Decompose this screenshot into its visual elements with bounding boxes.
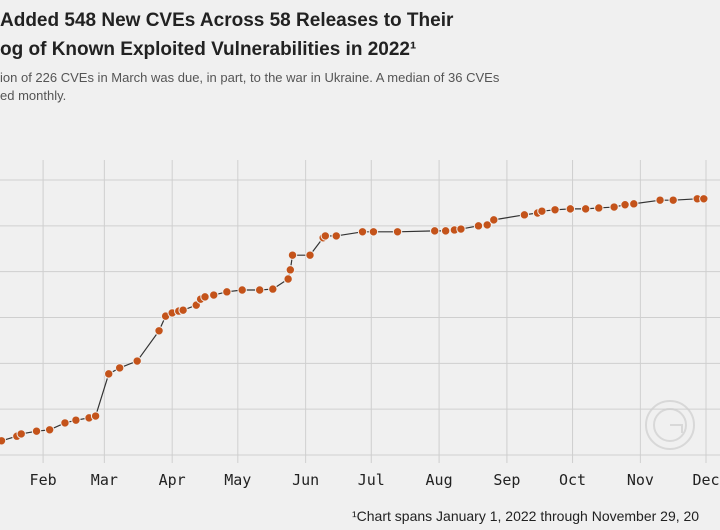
data-point bbox=[287, 250, 298, 260]
x-tick-label: Mar bbox=[91, 471, 118, 489]
chart-title: og of Known Exploited Vulnerabilities in… bbox=[0, 39, 416, 60]
data-point bbox=[283, 274, 293, 284]
x-tick-label: Dec bbox=[692, 471, 719, 489]
footnote: ¹Chart spans January 1, 2022 through Nov… bbox=[352, 508, 699, 524]
data-point bbox=[629, 199, 639, 209]
data-point bbox=[489, 215, 499, 225]
data-point bbox=[609, 202, 619, 212]
data-point bbox=[368, 227, 379, 237]
data-point bbox=[31, 426, 42, 436]
plot-area bbox=[0, 160, 720, 463]
data-point bbox=[285, 265, 296, 275]
data-point bbox=[594, 203, 604, 213]
data-point bbox=[209, 290, 219, 300]
x-tick-label: May bbox=[224, 471, 251, 489]
data-point bbox=[104, 369, 114, 379]
x-tick-label: Jun bbox=[292, 471, 319, 489]
x-tick-label: Jul bbox=[358, 471, 385, 489]
data-point bbox=[60, 418, 70, 428]
data-point bbox=[90, 411, 101, 421]
data-point bbox=[222, 287, 232, 297]
data-point bbox=[456, 224, 466, 234]
data-point bbox=[254, 285, 265, 295]
data-point bbox=[482, 220, 492, 230]
data-point bbox=[154, 326, 164, 336]
data-point bbox=[699, 194, 709, 204]
x-tick-label: Nov bbox=[627, 471, 654, 489]
data-point bbox=[550, 205, 560, 215]
data-point bbox=[519, 210, 530, 220]
data-point bbox=[668, 195, 678, 205]
data-point bbox=[178, 305, 188, 315]
x-tick-label: Oct bbox=[559, 471, 586, 489]
data-point bbox=[440, 226, 451, 236]
data-point bbox=[565, 204, 576, 214]
data-point bbox=[237, 285, 247, 295]
data-point bbox=[16, 429, 26, 439]
data-point bbox=[580, 204, 591, 214]
chart-title: Added 548 New CVEs Across 58 Releases to… bbox=[0, 10, 454, 31]
data-point bbox=[620, 200, 630, 210]
chart-subtitle: ion of 226 CVEs in March was due, in par… bbox=[0, 70, 500, 85]
data-point bbox=[655, 195, 665, 205]
line bbox=[1, 198, 704, 442]
data-point bbox=[320, 231, 331, 241]
chart-subtitle: ed monthly. bbox=[0, 88, 66, 103]
data-point bbox=[331, 231, 341, 241]
x-tick-label: Sep bbox=[493, 471, 520, 489]
watermark bbox=[645, 400, 695, 450]
data-point bbox=[357, 227, 368, 237]
data-point bbox=[114, 363, 125, 373]
data-point bbox=[537, 206, 547, 216]
data-point bbox=[0, 436, 7, 446]
data-point bbox=[430, 226, 440, 236]
data-point bbox=[200, 292, 210, 302]
data-point bbox=[392, 227, 403, 237]
x-tick-label: Apr bbox=[159, 471, 186, 489]
x-tick-label: Aug bbox=[426, 471, 453, 489]
data-point bbox=[305, 250, 315, 260]
data-point bbox=[71, 415, 81, 425]
x-tick-label: Feb bbox=[30, 471, 57, 489]
data-point bbox=[473, 221, 484, 231]
data-point bbox=[132, 356, 142, 366]
data-point bbox=[268, 284, 278, 294]
data-point bbox=[44, 425, 55, 435]
